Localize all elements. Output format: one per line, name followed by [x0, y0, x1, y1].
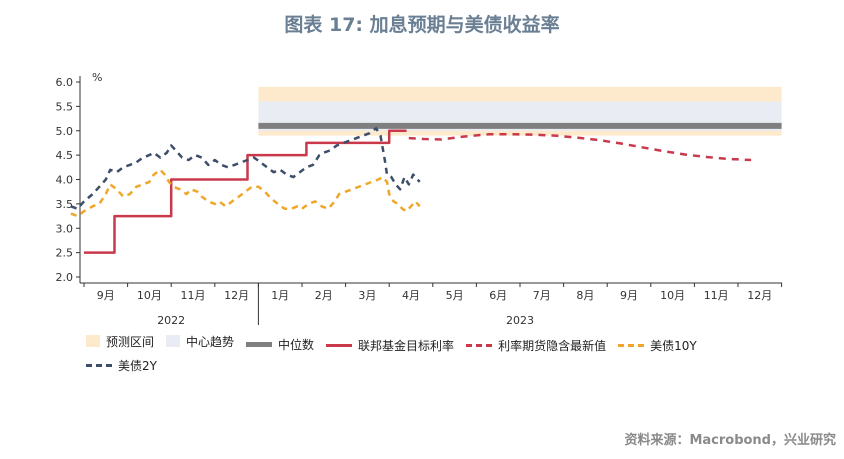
- x-tick-label: 2月: [315, 289, 333, 302]
- legend-item: 中心趋势: [166, 331, 234, 351]
- x-tick-label: 10月: [137, 289, 162, 302]
- x-tick-label: 9月: [97, 289, 115, 302]
- x-tick-label: 10月: [660, 289, 685, 302]
- x-tick-label: 8月: [576, 289, 594, 302]
- legend-label: 美债10Y: [650, 339, 697, 353]
- legend-label: 预测区间: [106, 334, 155, 349]
- year-label: 2022: [157, 314, 185, 327]
- x-tick-label: 1月: [271, 289, 289, 302]
- legend-item: 联邦基金目标利率: [326, 336, 454, 356]
- legend-label: 联邦基金目标利率: [358, 339, 455, 353]
- y-tick-label: 2.0: [56, 271, 74, 284]
- y-tick-label: 4.5: [56, 149, 74, 162]
- legend-swatch: [86, 335, 100, 347]
- y-tick-label: 5.5: [56, 100, 74, 113]
- y-tick-label: 4.0: [56, 174, 74, 187]
- series-line: [408, 132, 752, 162]
- x-tick-label: 11月: [704, 289, 729, 302]
- legend-swatch: [618, 344, 645, 347]
- chart-legend: 预测区间 中心趋势 中位数 联邦基金目标利率 利率期货隐含最新值 美债10Y 美债2Y: [86, 331, 786, 376]
- x-tick-label: 12月: [747, 289, 772, 302]
- legend-item: 中位数: [246, 335, 314, 355]
- x-tick-label: 6月: [489, 289, 507, 302]
- y-tick-label: 6.0: [56, 76, 74, 89]
- legend-item: 美债2Y: [86, 356, 157, 376]
- legend-swatch: [326, 344, 353, 347]
- legend-label: 利率期货隐含最新值: [498, 339, 607, 353]
- y-tick-label: 3.5: [56, 198, 74, 211]
- legend-item: 美债10Y: [618, 336, 697, 356]
- legend-item: 利率期货隐含最新值: [466, 336, 606, 356]
- chart-title: 图表 17: 加息预期与美债收益率: [284, 14, 560, 36]
- legend-swatch: [86, 364, 112, 367]
- x-tick-label: 4月: [402, 289, 420, 302]
- series-line: [70, 168, 421, 218]
- legend-label: 中位数: [278, 338, 315, 352]
- x-tick-label: 11月: [181, 289, 206, 302]
- legend-item: 预测区间: [86, 331, 154, 351]
- y-tick-label: 3.0: [56, 222, 74, 235]
- x-tick-label: 9月: [620, 289, 638, 302]
- series-line: [84, 129, 407, 254]
- chart-svg: 6.0 5.5 5.0 4.5 4.0 3.5 3.0 2.5 2.0% 9月 10月 11月 12月 1…: [56, 71, 783, 327]
- series-line: [70, 127, 421, 211]
- x-tick-label: 5月: [446, 289, 464, 302]
- legend-swatch: [246, 342, 273, 347]
- source-note: 资料来源：Macrobond，兴业研究: [624, 433, 836, 448]
- y-unit-label: %: [92, 71, 102, 84]
- year-label: 2023: [506, 314, 534, 327]
- legend-label: 美债2Y: [118, 359, 157, 373]
- y-tick-label: 2.5: [56, 247, 74, 260]
- y-tick-label: 5.0: [56, 125, 74, 138]
- x-tick-label: 12月: [224, 289, 249, 302]
- legend-swatch: [466, 344, 493, 347]
- legend-swatch: [166, 335, 181, 347]
- x-tick-label: 7月: [533, 289, 551, 302]
- legend-label: 中心趋势: [186, 334, 235, 349]
- x-tick-label: 3月: [358, 289, 376, 302]
